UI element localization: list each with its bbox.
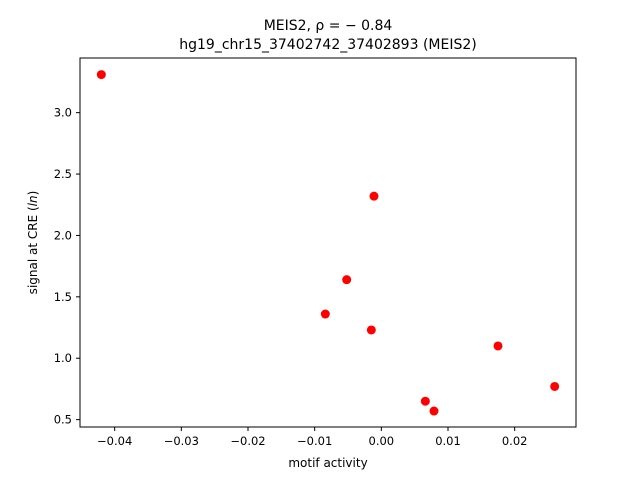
x-tick-label: −0.01: [297, 434, 332, 448]
y-axis-ticks: 0.5 1.0 1.5 2.0 2.5 3.0: [54, 106, 80, 427]
data-point: [420, 396, 430, 406]
x-tick-label: 0.00: [369, 434, 395, 448]
chart-title-line1: MEIS2, ρ = − 0.84: [264, 18, 393, 34]
data-points: [96, 70, 560, 416]
data-point: [320, 309, 330, 319]
y-tick-label: 2.0: [54, 228, 72, 242]
x-tick-label: −0.04: [97, 434, 132, 448]
data-point: [96, 70, 106, 80]
y-axis-label-suffix: ): [26, 191, 40, 196]
data-point: [550, 381, 560, 391]
data-point: [429, 406, 439, 416]
y-tick-label: 0.5: [54, 413, 72, 427]
x-axis-label: motif activity: [288, 456, 367, 470]
chart-title-line2: hg19_chr15_37402742_37402893 (MEIS2): [179, 37, 476, 53]
y-tick-label: 2.5: [54, 167, 72, 181]
data-point: [366, 325, 376, 335]
data-point: [369, 191, 379, 201]
y-axis-label-italic: ln: [26, 195, 40, 206]
x-tick-label: 0.01: [435, 434, 461, 448]
x-axis-ticks: −0.04 −0.03 −0.02 −0.01 0.00 0.01 0.02: [97, 427, 527, 448]
x-tick-label: 0.02: [502, 434, 528, 448]
plot-frame: [79, 57, 577, 428]
x-tick-label: −0.02: [230, 434, 265, 448]
y-tick-label: 1.0: [54, 351, 72, 365]
x-tick-label: −0.03: [164, 434, 199, 448]
data-point: [342, 275, 352, 285]
y-tick-label: 3.0: [54, 106, 72, 120]
y-axis-label: signal at CRE (ln): [26, 191, 40, 295]
y-tick-label: 1.5: [54, 290, 72, 304]
data-point: [493, 341, 503, 351]
y-axis-label-prefix: signal at CRE (: [26, 206, 40, 294]
